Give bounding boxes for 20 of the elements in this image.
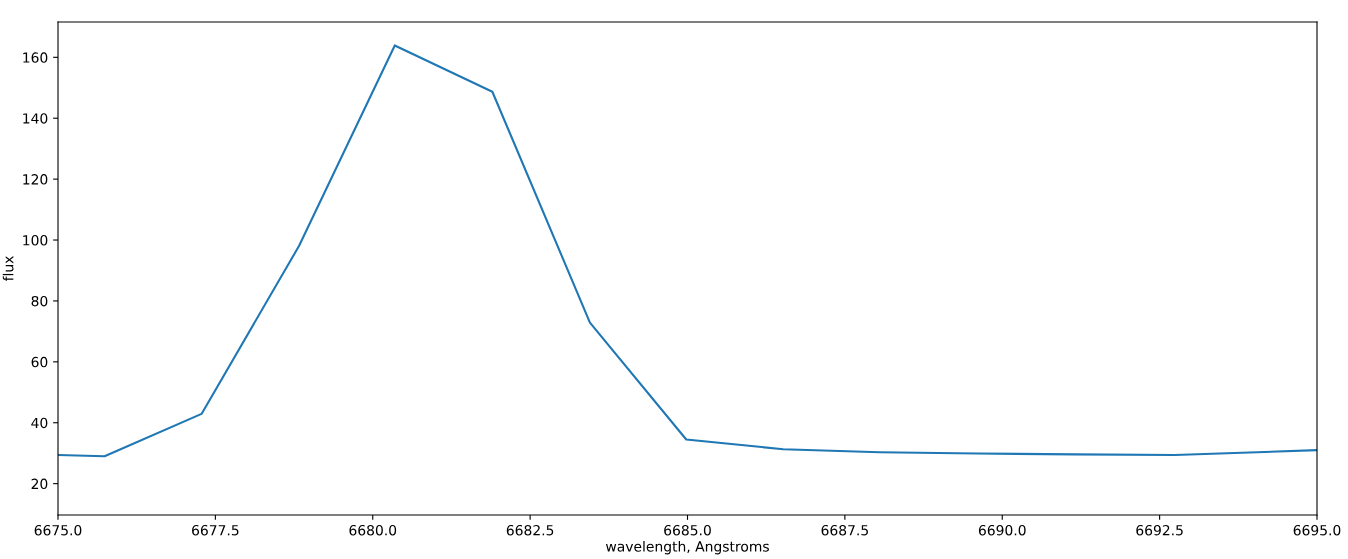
y-tick-label: 120 [23, 174, 48, 185]
y-tick-label: 40 [31, 417, 48, 429]
x-axis-title: wavelength, Angstroms [605, 540, 769, 555]
x-tick-label: 6675.0 [34, 524, 82, 536]
y-tick-label: 140 [23, 113, 48, 124]
line-series [58, 44, 1317, 458]
x-tick-label: 6682.5 [506, 524, 554, 536]
y-tick-label: 160 [23, 52, 48, 63]
x-tick-label: 6690.0 [978, 524, 1026, 536]
x-tick-label: 6677.5 [192, 524, 239, 536]
x-tick-label: 6692.5 [1136, 524, 1183, 536]
y-tick-label: 60 [31, 356, 48, 368]
y-axis-title: flux [2, 256, 14, 282]
x-tick-label: 6687.5 [821, 524, 868, 536]
x-tick-label: 6680.0 [349, 524, 397, 536]
x-tick-label: 6695.0 [1293, 524, 1341, 536]
y-tick-label: 20 [31, 478, 48, 490]
y-tick-label: 80 [31, 295, 48, 307]
x-tick-label: 6685.0 [664, 524, 711, 536]
y-tick-label: 100 [23, 235, 48, 246]
